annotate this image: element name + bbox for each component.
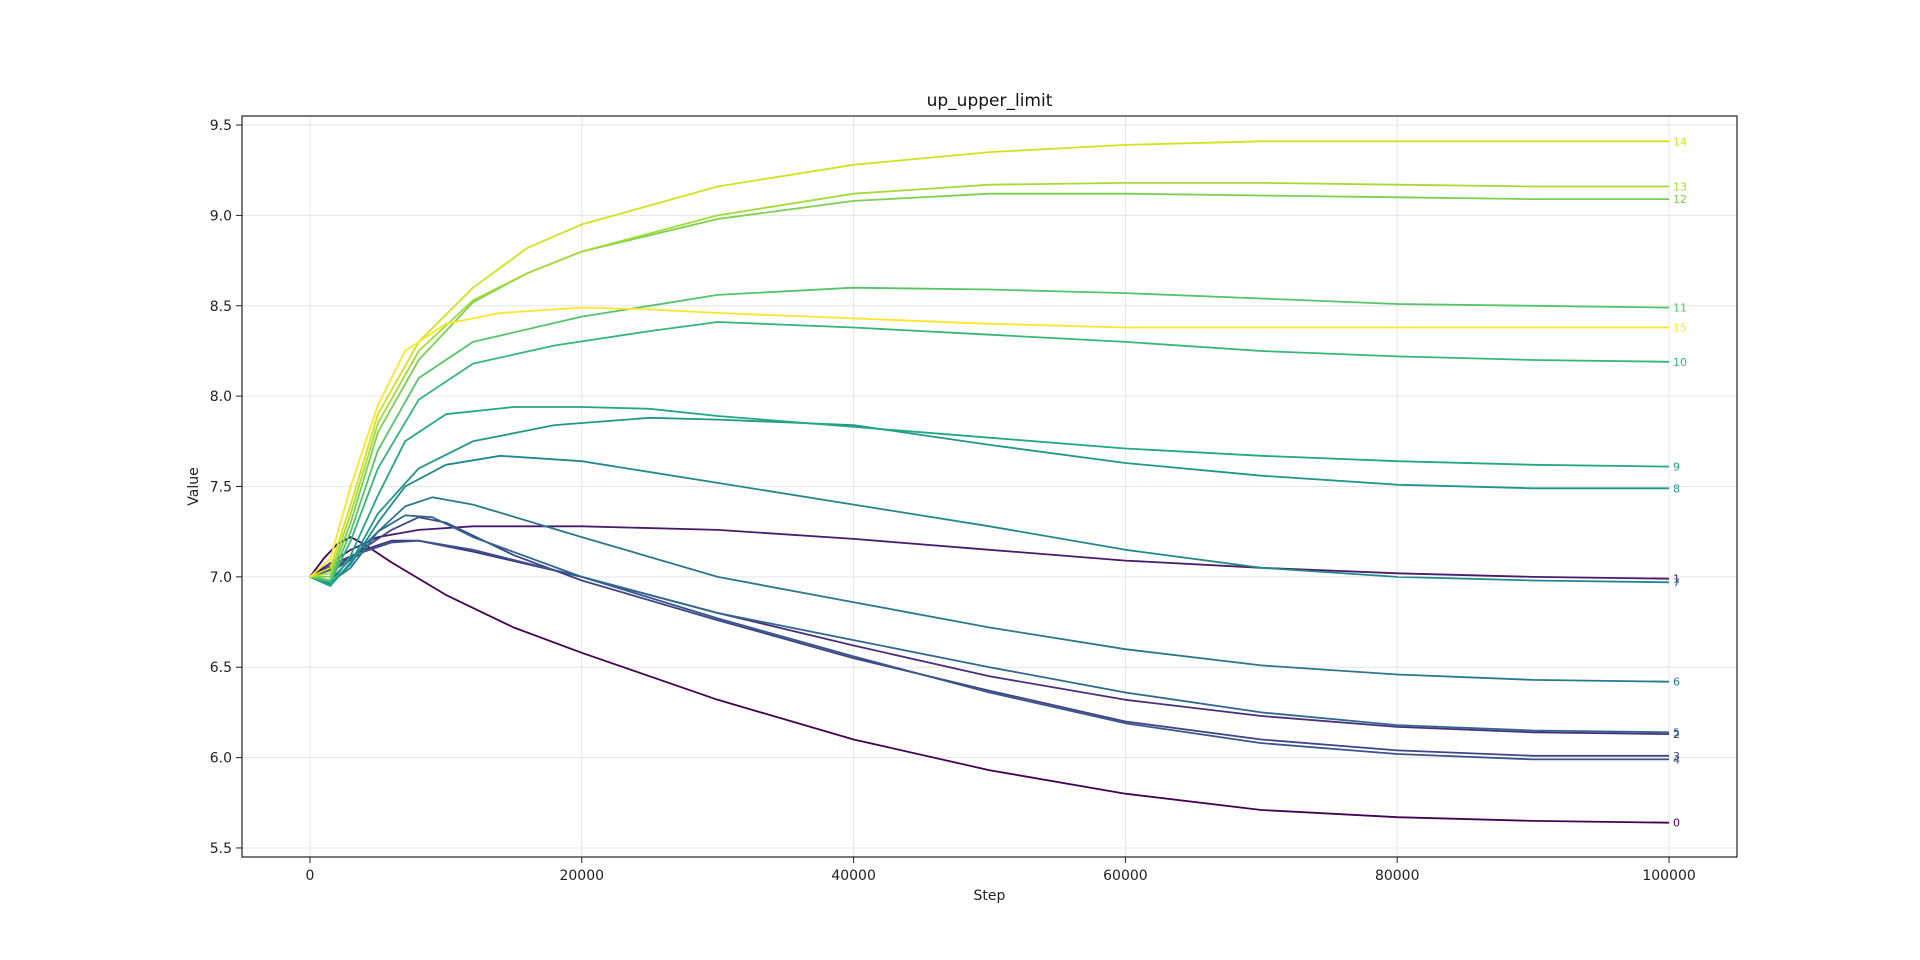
y-tick-label: 9.5 <box>210 118 232 134</box>
y-tick-label: 5.5 <box>210 841 232 857</box>
grid <box>242 116 1737 857</box>
x-tick-label: 60000 <box>1103 868 1148 884</box>
series-end-label-4: 4 <box>1673 753 1680 766</box>
series-end-label-9: 9 <box>1673 461 1680 474</box>
y-tick-label: 7.0 <box>210 570 232 586</box>
y-tick-label: 8.5 <box>210 299 232 315</box>
series-end-label-14: 14 <box>1673 135 1687 148</box>
series-end-label-7: 7 <box>1673 576 1680 589</box>
y-tick-label: 6.0 <box>210 751 232 767</box>
series-line-0 <box>309 536 1670 824</box>
series-end-label-2: 2 <box>1673 728 1680 741</box>
series-end-label-15: 15 <box>1673 321 1687 334</box>
series-end-label-11: 11 <box>1673 302 1687 315</box>
y-tick-label: 8.0 <box>210 389 232 405</box>
x-tick-label: 20000 <box>559 868 604 884</box>
x-tick-label: 80000 <box>1375 868 1420 884</box>
y-tick-label: 6.5 <box>210 660 232 676</box>
series-line-9 <box>309 406 1670 587</box>
series-line-8 <box>309 416 1669 587</box>
series-end-label-13: 13 <box>1673 180 1687 193</box>
series-line-7 <box>309 454 1670 585</box>
series-end-label-5: 5 <box>1673 726 1680 739</box>
series-line-12 <box>310 192 1669 578</box>
chart-title: up_upper_limit <box>927 91 1053 111</box>
series-end-label-0: 0 <box>1673 817 1680 830</box>
series-line-10 <box>309 321 1670 584</box>
series-line-2 <box>309 539 1670 735</box>
series-line-11 <box>309 286 1670 582</box>
axis-ticks: 0 20000 40000 60000 80000 100000 5.5 6.0 6.5 7.0 7… <box>210 118 1696 884</box>
y-tick-label: 7.5 <box>210 480 232 496</box>
series-line-6 <box>309 496 1670 683</box>
x-axis-title: Step <box>974 888 1006 904</box>
series-line-3 <box>309 516 1669 757</box>
series-line-4 <box>309 539 1669 761</box>
series-line-13 <box>309 182 1669 578</box>
x-tick-label: 40000 <box>831 868 876 884</box>
series-end-label-6: 6 <box>1673 676 1680 689</box>
y-tick-label: 9.0 <box>210 208 232 224</box>
x-tick-label: 0 <box>305 868 314 884</box>
series-line-15 <box>309 306 1669 578</box>
series-line-5 <box>309 514 1670 734</box>
series-lines <box>309 140 1670 824</box>
series-end-label-3: 3 <box>1673 750 1680 763</box>
series-end-label-10: 10 <box>1673 356 1687 369</box>
series-end-label-8: 8 <box>1673 482 1680 495</box>
x-tick-label: 100000 <box>1642 868 1695 884</box>
series-line-14 <box>309 140 1669 578</box>
series-end-label-12: 12 <box>1673 193 1687 206</box>
series-end-label-1: 1 <box>1673 573 1680 586</box>
y-axis-title: Value <box>186 467 202 505</box>
